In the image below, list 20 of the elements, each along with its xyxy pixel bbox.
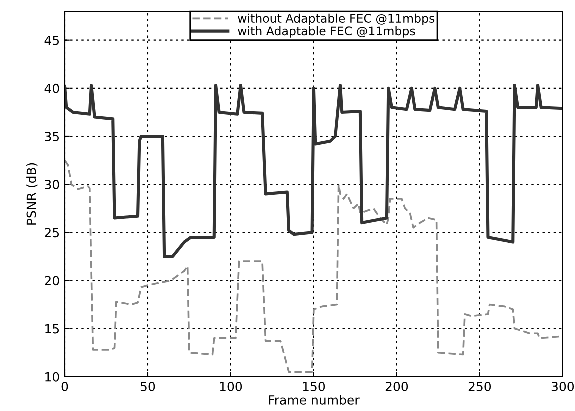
y-tick-label: 45 [44,36,60,46]
x-tick-label: 300 [552,382,574,392]
y-tick-label: 40 [44,84,60,94]
y-tick-label: 10 [46,372,60,382]
y-tick-label: 25 [45,228,60,238]
y-tick-label: 20 [45,276,60,286]
x-axis-title: Frame number [269,395,360,405]
legend-label: without Adaptable FEC @11mbps [238,14,435,26]
legend-label: with Adaptable FEC @11mbps [238,26,416,38]
x-tick-label: 200 [386,382,408,392]
x-tick-label: 100 [220,382,242,392]
y-axis-title: PSNR (dB) [26,163,38,225]
y-tick-label: 30 [45,180,60,190]
line-series [64,84,563,258]
x-tick-label: 0 [62,382,68,392]
y-tick-label: 15 [46,324,60,334]
x-tick-label: 150 [303,382,326,392]
y-tick-label: 35 [45,132,60,142]
x-tick-label: 250 [468,382,492,392]
x-tick-label: 50 [140,382,156,392]
